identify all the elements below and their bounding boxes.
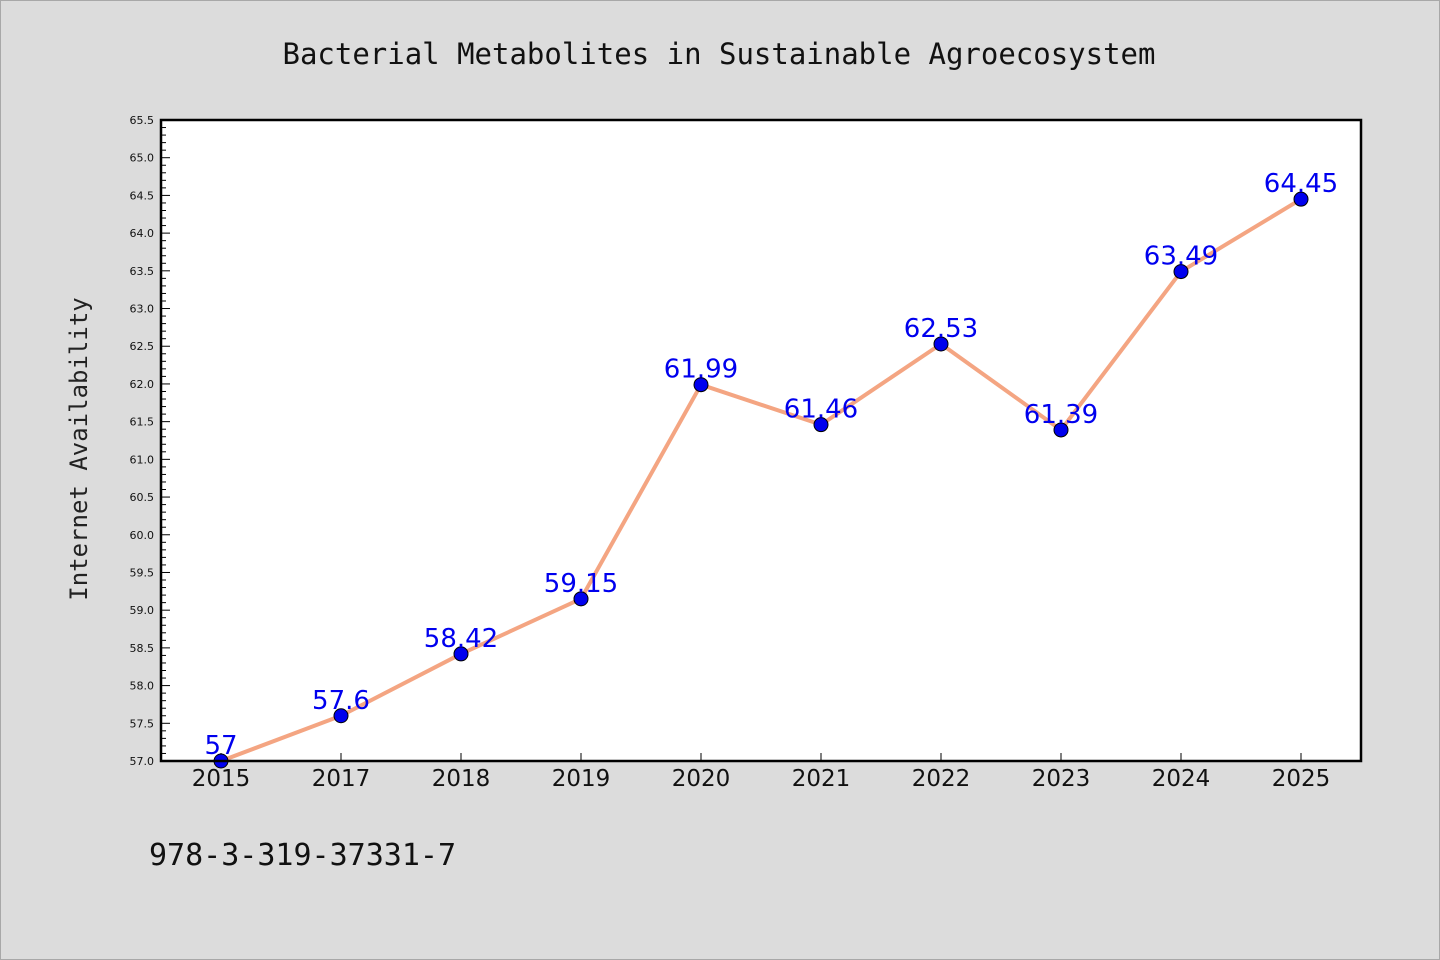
data-label: 58.42 (424, 624, 498, 654)
x-tick-label: 2015 (192, 766, 251, 792)
data-label: 57 (204, 731, 237, 761)
data-point (813, 417, 829, 433)
y-axis-label: Internet Availability (65, 297, 93, 600)
y-tick-label: 57.5 (130, 717, 155, 730)
data-point (1173, 264, 1189, 280)
data-point (693, 377, 709, 393)
data-label: 57.6 (312, 686, 370, 716)
data-point (1293, 191, 1309, 207)
y-tick-label: 62.5 (130, 340, 155, 353)
y-tick-label: 59.5 (130, 566, 155, 579)
x-tick-label: 2022 (912, 766, 971, 792)
data-point (1053, 422, 1069, 438)
x-tick-label: 2025 (1272, 766, 1331, 792)
x-tick-label: 2020 (672, 766, 731, 792)
data-label: 64.45 (1264, 169, 1338, 199)
x-tick-label: 2023 (1032, 766, 1091, 792)
y-tick-label: 57.0 (130, 755, 155, 768)
y-tick-label: 61.5 (130, 416, 155, 429)
y-tick-label: 64.5 (130, 189, 155, 202)
x-tick-label: 2017 (312, 766, 371, 792)
y-tick-label: 63.5 (130, 265, 155, 278)
plot-frame (159, 118, 1363, 763)
y-tick-label: 65.5 (130, 114, 155, 127)
y-tick-label: 60.0 (130, 529, 155, 542)
data-point (333, 708, 349, 724)
data-point (933, 336, 949, 352)
series-layer: 57 57.6 58.42 59.15 61.99 61.46 62.53 61.39 63.4… (204, 169, 1338, 769)
series-line (219, 197, 1303, 763)
y-tick-label: 58.0 (130, 680, 155, 693)
chart-title: Bacterial Metabolites in Sustainable Agr… (283, 37, 1156, 71)
x-tick-label: 2024 (1152, 766, 1211, 792)
x-axis: 2015 2017 2018 2019 2020 2021 2022 2023 2024 2025 (192, 753, 1331, 792)
y-tick-label: 61.0 (130, 453, 155, 466)
data-label: 61.99 (664, 355, 738, 385)
y-tick-label: 58.5 (130, 642, 155, 655)
x-tick-label: 2018 (432, 766, 491, 792)
y-tick-label: 60.5 (130, 491, 155, 504)
data-label: 59.15 (544, 569, 618, 599)
data-point (453, 646, 469, 662)
data-label: 62.53 (904, 314, 978, 344)
y-tick-label: 59.0 (130, 604, 155, 617)
x-tick-label: 2021 (792, 766, 851, 792)
y-tick-label: 62.0 (130, 378, 155, 391)
footnote-isbn: 978-3-319-37331-7 (149, 838, 456, 873)
plot-area (161, 120, 1361, 761)
data-label: 61.46 (784, 395, 858, 425)
data-label: 61.39 (1024, 400, 1098, 430)
data-point (573, 591, 589, 607)
y-tick-label: 64.0 (130, 227, 155, 240)
y-tick-label: 63.0 (130, 303, 155, 316)
y-tick-label: 65.0 (130, 152, 155, 165)
data-label: 63.49 (1144, 242, 1218, 272)
x-tick-label: 2019 (552, 766, 611, 792)
